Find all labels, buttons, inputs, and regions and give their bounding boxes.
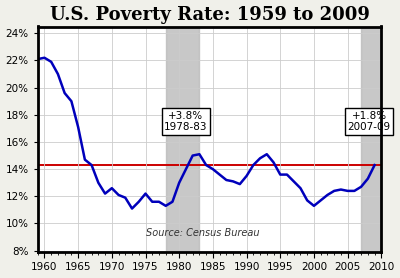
Title: U.S. Poverty Rate: 1959 to 2009: U.S. Poverty Rate: 1959 to 2009 [50, 6, 370, 24]
Text: +1.8%
2007-09: +1.8% 2007-09 [348, 111, 391, 132]
Text: +3.8%
1978-83: +3.8% 1978-83 [164, 111, 208, 132]
Bar [166, 26, 200, 252]
Text: Source: Census Bureau: Source: Census Bureau [146, 229, 259, 239]
Bar [361, 26, 381, 252]
